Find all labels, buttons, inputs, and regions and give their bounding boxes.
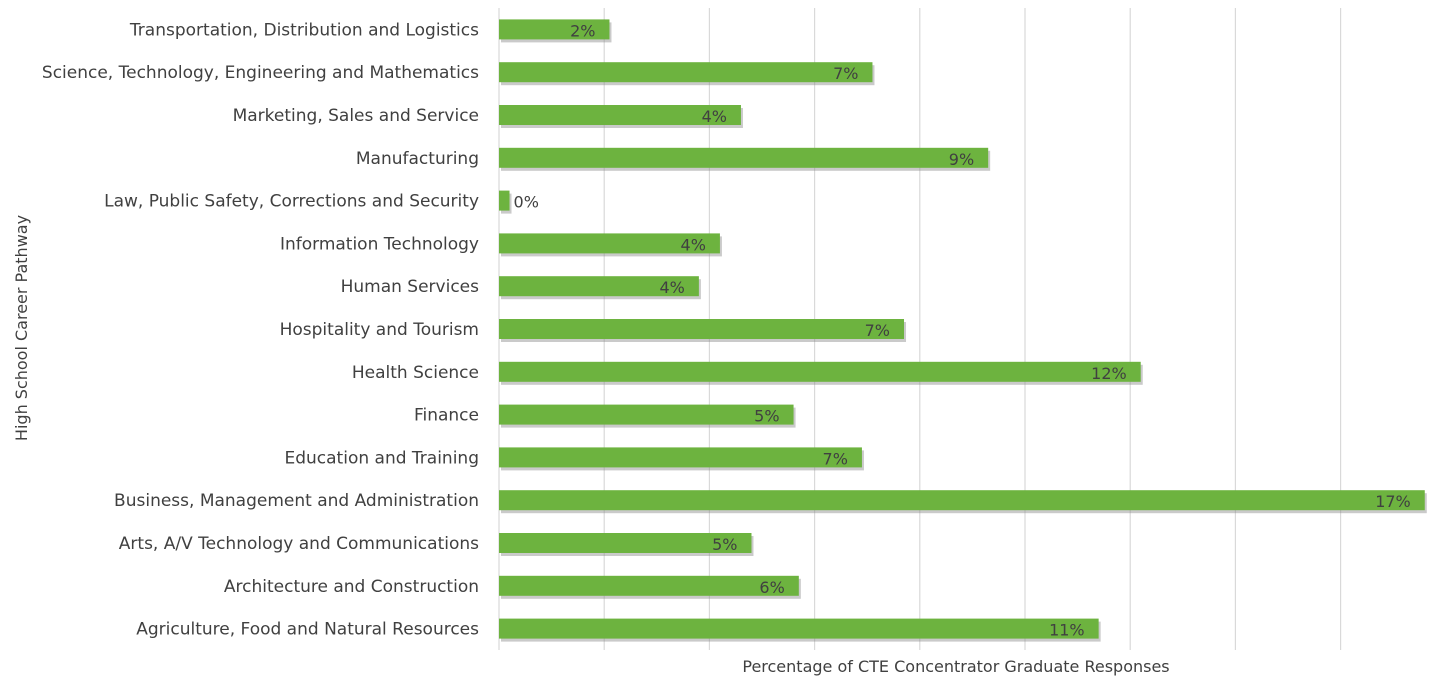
bar: [499, 276, 699, 297]
category-label: Agriculture, Food and Natural Resources: [136, 620, 479, 640]
category-label: Science, Technology, Engineering and Mat…: [42, 63, 479, 83]
data-label: 11%: [1049, 621, 1085, 640]
data-label: 9%: [949, 150, 974, 169]
bar: [499, 147, 989, 168]
category-label: Transportation, Distribution and Logisti…: [129, 20, 479, 40]
category-label: Law, Public Safety, Corrections and Secu…: [104, 192, 479, 212]
bar: [499, 618, 1099, 639]
bar: [499, 190, 510, 211]
category-label: Information Technology: [280, 234, 479, 254]
bars: [499, 19, 1427, 642]
x-axis-title: Percentage of CTE Concentrator Graduate …: [742, 657, 1169, 676]
bar: [499, 361, 1141, 382]
data-label: 12%: [1091, 364, 1127, 383]
bar: [499, 105, 741, 125]
bar: [499, 319, 905, 339]
data-label: 5%: [754, 407, 779, 426]
data-label: 7%: [833, 64, 858, 83]
y-axis-title: High School Career Pathway: [12, 215, 31, 441]
category-label: Hospitality and Tourism: [280, 320, 479, 340]
bar: [499, 575, 799, 596]
bar: [499, 19, 610, 40]
data-label: 4%: [659, 278, 684, 297]
category-label: Health Science: [352, 363, 479, 383]
category-label: Finance: [414, 406, 479, 426]
bar: [499, 490, 1425, 511]
category-labels: Transportation, Distribution and Logisti…: [42, 20, 479, 639]
category-label: Marketing, Sales and Service: [233, 106, 479, 126]
bar: [499, 533, 752, 553]
bar: [499, 233, 720, 254]
data-label: 4%: [681, 235, 706, 254]
bar: [499, 62, 873, 83]
data-label: 0%: [514, 193, 539, 212]
category-label: Human Services: [341, 277, 480, 297]
category-label: Arts, A/V Technology and Communications: [119, 534, 479, 554]
data-labels: 2% 7% 4% 9% 0% 4% 4% 7% 12% 5% 7% 17% 5% 6% 11%: [514, 21, 1411, 639]
bar: [499, 447, 862, 468]
data-label: 2%: [570, 21, 595, 40]
data-label: 6%: [759, 578, 784, 597]
category-label: Education and Training: [284, 448, 479, 468]
data-label: 7%: [823, 449, 848, 468]
category-label: Architecture and Construction: [224, 577, 479, 597]
data-label: 5%: [712, 535, 737, 554]
data-label: 17%: [1375, 492, 1411, 511]
data-label: 7%: [865, 321, 890, 340]
data-label: 4%: [702, 107, 727, 126]
bar: [499, 404, 794, 425]
category-label: Manufacturing: [356, 149, 479, 169]
category-label: Business, Management and Administration: [114, 491, 479, 511]
